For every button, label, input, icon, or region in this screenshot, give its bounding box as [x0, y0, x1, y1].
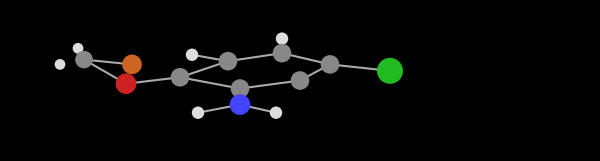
Point	[187, 53, 197, 56]
Point	[385, 70, 395, 72]
Point	[175, 76, 185, 79]
Point	[55, 63, 65, 66]
Point	[127, 63, 137, 66]
Point	[79, 58, 89, 61]
Point	[223, 60, 233, 62]
Point	[193, 111, 203, 114]
Point	[277, 37, 287, 40]
Point	[271, 111, 281, 114]
Point	[235, 103, 245, 106]
Point	[277, 52, 287, 54]
Point	[235, 87, 245, 90]
Point	[73, 47, 83, 50]
Point	[295, 79, 305, 82]
Point	[325, 63, 335, 66]
Point	[121, 82, 131, 85]
